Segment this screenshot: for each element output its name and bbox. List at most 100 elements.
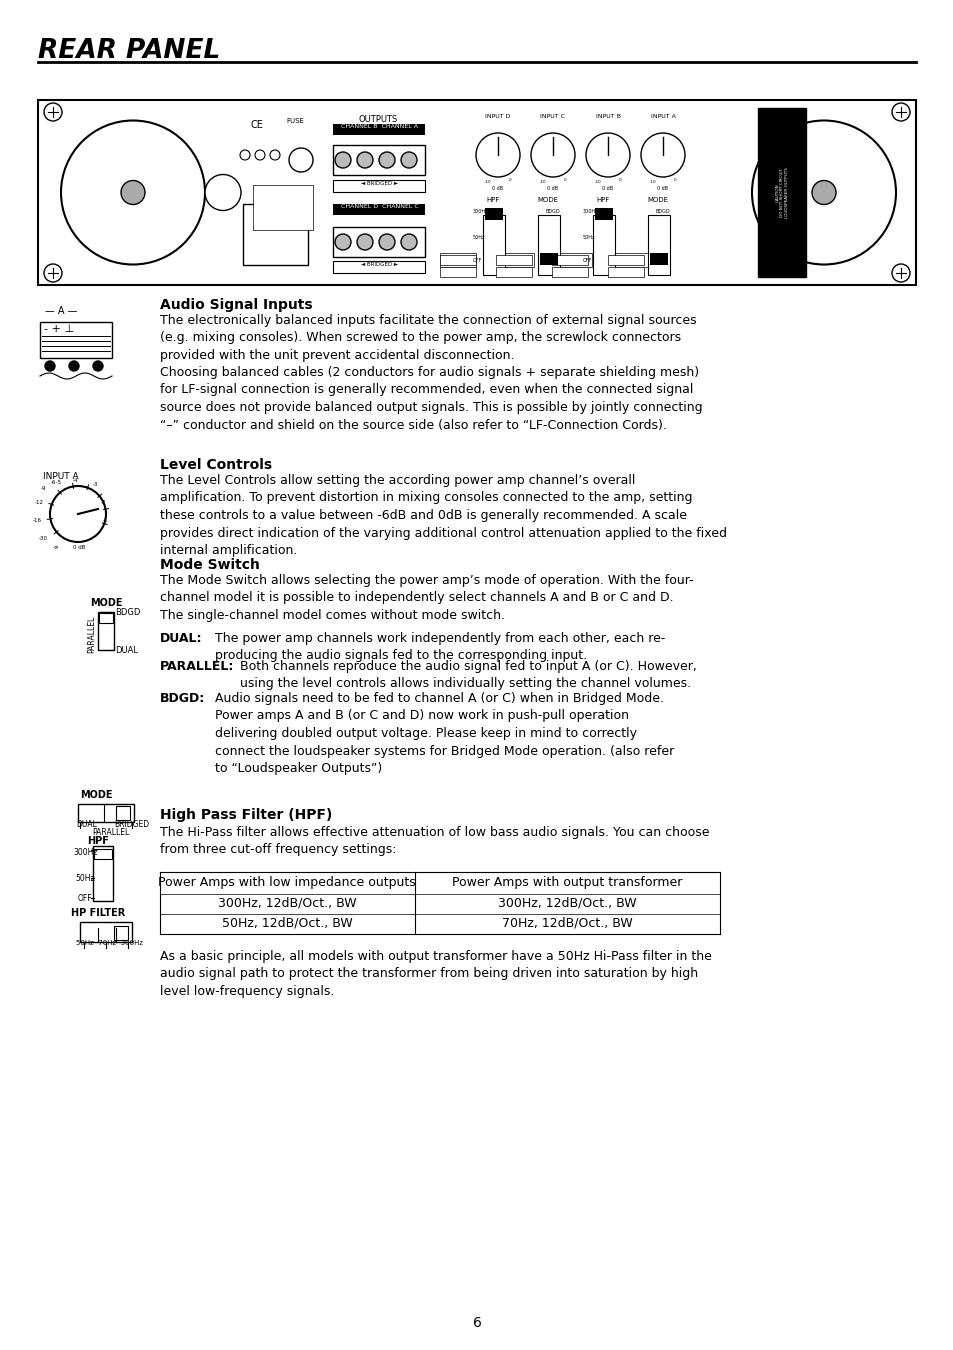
Circle shape [811,181,835,204]
Text: — A —: — A — [45,306,77,316]
Bar [99,613,112,622]
Text: INPUT B: INPUT B [595,113,619,119]
Text: -10: -10 [539,180,546,184]
Bar [439,255,476,265]
Text: BDGD: BDGD [545,209,560,215]
Text: Both channels reproduce the audio signal fed to input A (or C). However,
using t: Both channels reproduce the audio signal… [240,660,696,690]
Text: HPF: HPF [486,197,499,202]
Text: Level Controls: Level Controls [160,458,272,472]
Circle shape [531,134,575,177]
Text: 50Hz: 50Hz [75,873,94,883]
Bar [482,215,504,275]
Text: -9: -9 [41,486,47,491]
Text: High Pass Filter (HPF): High Pass Filter (HPF) [160,809,332,822]
Text: The Mode Switch allows selecting the power amp’s mode of operation. With the fou: The Mode Switch allows selecting the pow… [160,574,693,622]
Text: REAR PANEL: REAR PANEL [38,38,220,63]
Text: DUAL: DUAL [115,647,138,655]
Text: ◄ BRIDGED ►: ◄ BRIDGED ► [361,262,398,267]
Circle shape [44,265,62,282]
Text: MODE: MODE [537,197,558,202]
Circle shape [61,120,205,265]
Circle shape [400,153,416,167]
Bar [537,215,559,275]
Circle shape [121,181,145,204]
Text: 300Hz, 12dB/Oct., BW: 300Hz, 12dB/Oct., BW [497,896,636,909]
Bar [497,252,534,267]
Bar [40,323,112,358]
Bar [614,252,649,267]
Text: 0 dB: 0 dB [547,186,558,190]
Text: Power Amps with output transformer: Power Amps with output transformer [452,876,681,890]
Bar [484,208,502,220]
Text: INPUT A: INPUT A [650,113,675,119]
Bar [80,922,132,942]
Text: 70Hz, 12dB/Oct., BW: 70Hz, 12dB/Oct., BW [501,917,632,929]
Text: -10: -10 [484,180,491,184]
Bar [333,204,424,215]
Text: -12: -12 [35,500,44,505]
Circle shape [335,153,351,167]
Text: - + ⊥: - + ⊥ [44,324,74,333]
Text: -3: -3 [92,482,98,487]
Text: OFF: OFF [473,258,482,263]
Bar [649,252,667,265]
Text: The power amp channels work independently from each other, each re-
producing th: The power amp channels work independentl… [214,632,664,663]
Circle shape [289,148,313,171]
Circle shape [45,360,55,371]
Text: HPF: HPF [87,836,109,846]
Text: FUSE: FUSE [286,117,304,124]
Text: Power Amps with low impedance outputs: Power Amps with low impedance outputs [158,876,416,890]
Circle shape [92,360,103,371]
Text: -∞: -∞ [53,544,59,549]
Text: DUAL: DUAL [76,819,97,829]
Bar [552,255,587,265]
Text: BDGD:: BDGD: [160,693,205,705]
Text: Audio signals need to be fed to channel A (or C) when in Bridged Mode.
Power amp: Audio signals need to be fed to channel … [214,693,674,775]
Circle shape [356,153,373,167]
Bar [38,100,915,285]
Text: INPUT C: INPUT C [540,113,565,119]
Bar [92,846,112,900]
Bar [113,926,128,940]
Bar [595,208,613,220]
Text: 0: 0 [618,178,620,182]
Bar [94,849,112,859]
Text: 50Hz, 12dB/Oct., BW: 50Hz, 12dB/Oct., BW [221,917,352,929]
Bar [333,227,424,256]
Bar [539,252,558,265]
Bar [647,215,669,275]
Text: HP FILTER: HP FILTER [71,909,125,918]
Text: HPF: HPF [596,197,609,202]
Text: Audio Signal Inputs: Audio Signal Inputs [160,298,313,312]
Text: OFF: OFF [78,894,92,903]
Circle shape [751,120,895,265]
Text: CHANNEL D  CHANNEL C: CHANNEL D CHANNEL C [341,204,418,209]
Bar [333,261,424,273]
Text: -10: -10 [594,180,600,184]
Text: DUAL: DUAL [652,258,666,263]
Bar [243,204,308,265]
Circle shape [640,134,684,177]
Text: BDGD: BDGD [656,209,670,215]
Bar [439,252,476,267]
Bar [98,612,113,649]
Circle shape [476,134,519,177]
Text: MODE: MODE [80,790,112,801]
Text: ◄ BRIDGED ►: ◄ BRIDGED ► [361,181,398,186]
Text: 0: 0 [673,178,676,182]
Text: 300Hz: 300Hz [582,209,598,215]
Text: 50Hz  70Hz  300Hz: 50Hz 70Hz 300Hz [76,940,143,946]
Text: Mode Switch: Mode Switch [160,558,259,572]
Text: BRIDGED: BRIDGED [113,819,149,829]
Bar [78,805,133,822]
Text: 0 dB: 0 dB [601,186,613,190]
Bar [333,180,424,192]
Text: OUTPUTS: OUTPUTS [358,115,397,124]
Text: OFF: OFF [582,258,592,263]
Text: 0 dB: 0 dB [657,186,668,190]
Bar [496,267,532,277]
Circle shape [270,150,280,161]
Text: 300Hz: 300Hz [73,848,97,857]
Bar [116,806,130,819]
Text: MODE: MODE [647,197,668,202]
